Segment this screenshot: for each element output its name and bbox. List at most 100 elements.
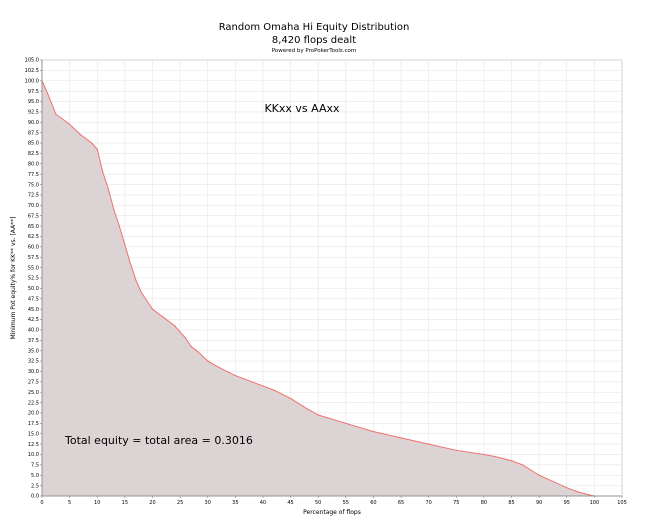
data-point-33 [372,431,375,433]
y-tick-label: 30.0 [28,369,39,375]
data-point-19 [179,331,181,333]
data-point-34 [400,437,402,439]
data-point-14 [140,291,143,294]
y-axis-label: Minimum Pot equity% for KK** vs. [AA**] [10,216,17,339]
y-tick-label: 7.5 [31,463,39,469]
y-tick-label: 57.5 [28,255,39,261]
data-point-26 [251,381,253,383]
x-tick-label: 55 [343,500,349,506]
data-point-43 [577,491,579,493]
chart-credit: Powered by ProPokerTools.com [272,48,357,54]
x-tick-label: 50 [315,500,321,506]
data-point-37 [483,453,485,456]
x-tick-label: 45 [287,500,293,506]
y-tick-label: 20.0 [28,411,39,417]
x-tick-label: 75 [453,500,459,506]
y-tick-label: 2.5 [31,483,39,489]
data-point-17 [162,316,165,319]
data-point-23 [207,360,209,362]
y-tick-label: 85.0 [28,141,39,147]
x-axis-label: Percentage of flops [303,509,361,516]
y-tick-label: 15.0 [28,431,39,437]
data-point-21 [190,345,192,348]
x-tick-label: 105 [617,500,627,506]
y-tick-label: 90.0 [28,120,39,126]
x-tick-label: 60 [370,500,376,506]
data-point-35 [428,443,430,445]
data-point-31 [317,414,319,416]
y-tick-label: 42.5 [28,317,39,323]
data-point-41 [538,474,540,476]
x-tick-label: 5 [68,500,71,506]
y-tick-label: 35.0 [28,348,39,354]
data-point-13 [135,279,137,281]
x-tick-label: 35 [232,500,238,506]
data-point-11 [124,244,126,246]
equity-area [42,80,595,496]
data-point-40 [521,464,524,466]
x-tick-label: 40 [260,500,266,506]
data-point-29 [289,397,292,400]
data-point-6 [96,148,98,150]
data-point-7 [102,171,104,173]
y-tick-label: 67.5 [28,213,39,219]
y-tick-label: 77.5 [28,172,39,178]
data-point-9 [113,208,115,211]
y-tick-label: 92.5 [28,110,39,116]
y-tick-label: 5.0 [31,473,39,479]
y-tick-label: 47.5 [28,296,39,302]
data-point-25 [234,374,236,377]
data-point-24 [218,366,220,368]
y-tick-label: 75.0 [28,182,39,188]
y-tick-label: 55.0 [28,265,39,271]
y-tick-label: 62.5 [28,234,39,240]
x-axis-ticks: 0 5 10 15 20 25 30 35 40 45 50 55 60 65 70 75 80 85 90 95 10… [40,496,627,506]
y-tick-label: 72.5 [28,193,39,199]
y-tick-label: 60.0 [28,245,39,251]
data-point-42 [566,487,568,489]
y-tick-label: 105.0 [25,58,39,64]
data-point-22 [196,350,198,352]
y-tick-label: 95.0 [28,99,39,105]
x-tick-label: 65 [398,500,404,506]
x-tick-label: 90 [536,500,542,506]
y-tick-label: 0.0 [31,494,39,500]
y-axis-ticks: 0.0 2.5 5.0 7.5 10.0 12.5 15.0 17.5 20.0 22.5 25.0… [25,58,42,500]
total-equity-annotation: Total equity = total area = 0.3016 [64,434,253,447]
x-tick-label: 20 [149,500,155,506]
y-tick-label: 40.0 [28,328,39,334]
y-tick-label: 87.5 [28,130,39,136]
data-point-39 [510,460,513,462]
data-point-10 [118,225,120,227]
data-point-27 [262,385,264,387]
x-tick-label: 80 [481,500,487,506]
x-tick-label: 25 [177,500,183,506]
data-point-15 [146,300,148,302]
y-tick-label: 50.0 [28,286,39,292]
chart-title: Random Omaha Hi Equity Distribution [219,22,410,33]
data-point-18 [173,325,176,327]
y-tick-label: 80.0 [28,162,39,168]
x-tick-label: 30 [205,500,211,506]
x-tick-label: 10 [94,500,100,506]
y-tick-label: 27.5 [28,380,39,386]
data-point-1 [46,92,49,94]
y-tick-label: 52.5 [28,276,39,282]
y-tick-label: 12.5 [28,442,39,448]
data-point-12 [129,262,131,265]
y-tick-label: 22.5 [28,400,39,406]
data-point-38 [494,455,496,458]
data-point-8 [107,188,109,190]
data-point-36 [455,449,457,451]
x-tick-label: 100 [590,500,600,506]
data-point-28 [273,389,275,391]
data-point-3 [69,123,71,125]
x-tick-label: 85 [508,500,514,506]
x-tick-label: 15 [122,500,128,506]
x-tick-label: 70 [425,500,431,506]
data-point-5 [91,142,93,144]
equity-line [41,80,595,497]
data-point-2 [55,113,57,115]
y-tick-label: 70.0 [28,203,39,209]
